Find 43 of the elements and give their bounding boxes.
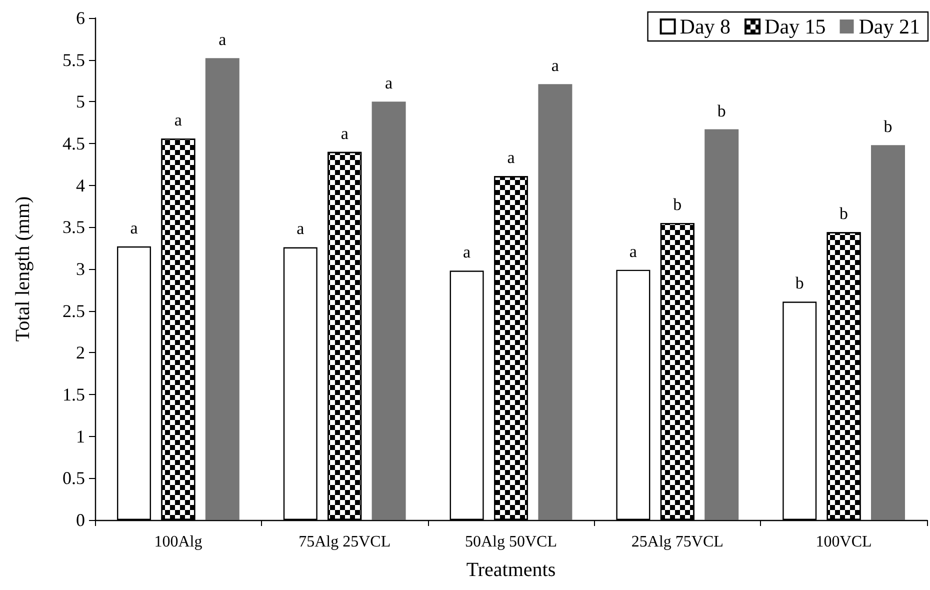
data-label: a [218, 30, 227, 50]
x-tick-label: 75Alg 25VCL [298, 534, 391, 550]
x-tick-label: 100VCL [816, 534, 872, 550]
legend-label: Day 21 [858, 14, 920, 38]
x-axis-title: Treatments [466, 559, 556, 581]
data-label: b [840, 204, 848, 224]
bar [704, 129, 739, 520]
y-tick-label: 4.5 [62, 134, 85, 154]
data-label: a [130, 218, 138, 238]
data-label: b [717, 101, 726, 120]
y-tick-label: 0.5 [62, 468, 85, 488]
data-label: b [673, 194, 682, 214]
data-label: a [551, 56, 560, 76]
data-label: a [507, 148, 516, 168]
y-tick-label: 5.5 [62, 50, 85, 70]
y-tick-label: 1 [76, 426, 85, 446]
y-tick-label: 2 [76, 342, 85, 363]
data-label: a [296, 219, 305, 238]
x-tick-label: 25Alg 75VCL [631, 534, 724, 550]
y-tick-label: 4 [76, 175, 85, 196]
data-label: a [385, 74, 394, 93]
y-tick-label: 3 [76, 259, 85, 279]
y-tick-label: 0 [76, 510, 85, 530]
bar [372, 102, 406, 520]
data-label: a [629, 242, 638, 261]
legend-label: Day 8 [680, 14, 731, 38]
y-tick-label: 6 [76, 8, 85, 28]
data-label: a [340, 124, 349, 143]
y-tick-label: 2.5 [62, 300, 85, 321]
bar [871, 145, 905, 520]
y-axis-title: Total length (mm) [12, 196, 34, 342]
legend-label: Day 15 [764, 14, 826, 38]
data-label: a [174, 110, 182, 130]
data-label: b [884, 117, 892, 136]
y-tick-label: 3.5 [62, 217, 85, 238]
x-tick-label: 50Alg 50VCL [465, 534, 557, 550]
y-tick-label: 1.5 [62, 384, 85, 404]
data-label: a [463, 242, 472, 262]
data-label: b [795, 274, 804, 293]
y-tick-label: 5 [76, 92, 85, 112]
x-tick-label: 100Alg [154, 534, 202, 550]
bar [205, 58, 240, 520]
bar [538, 84, 572, 520]
